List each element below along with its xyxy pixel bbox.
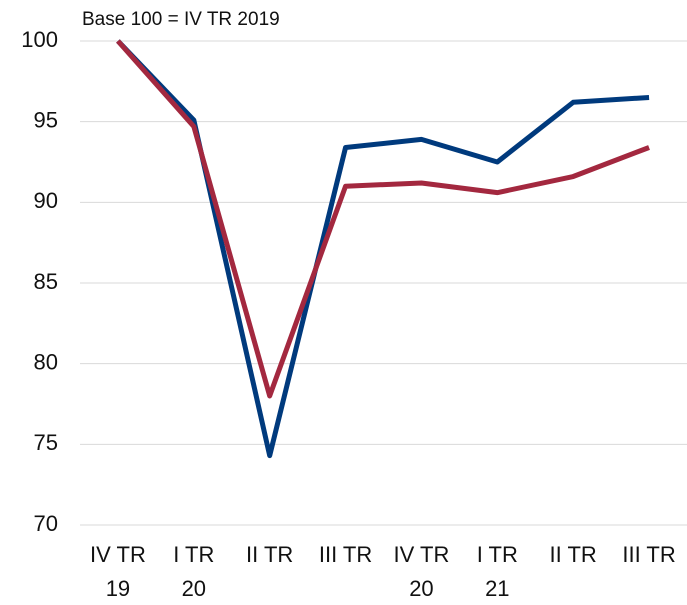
y-tick-label: 75 <box>34 430 58 455</box>
x-tick-label: IV TR <box>90 542 146 567</box>
y-tick-label: 100 <box>21 27 58 52</box>
y-tick-label: 95 <box>34 107 58 132</box>
x-tick-label: 19 <box>106 576 130 601</box>
x-tick-label: 21 <box>485 576 509 601</box>
line-series <box>116 39 650 459</box>
annotation: Base 100 = IV TR 2019 <box>82 9 280 30</box>
x-tick-label: I TR <box>477 542 518 567</box>
line-series <box>116 39 650 399</box>
y-tick-label: 85 <box>34 269 58 294</box>
x-tick-label: II TR <box>550 542 597 567</box>
x-tick-label: 20 <box>182 576 206 601</box>
x-tick-label: II TR <box>246 542 293 567</box>
x-tick-label: I TR <box>173 542 214 567</box>
x-tick-label: III TR <box>319 542 372 567</box>
x-tick-label: IV TR <box>394 542 450 567</box>
x-tick-label: 20 <box>409 576 433 601</box>
y-tick-label: 80 <box>34 349 58 374</box>
x-tick-label: III TR <box>622 542 675 567</box>
y-tick-label: 70 <box>34 511 58 536</box>
y-tick-label: 90 <box>34 188 58 213</box>
